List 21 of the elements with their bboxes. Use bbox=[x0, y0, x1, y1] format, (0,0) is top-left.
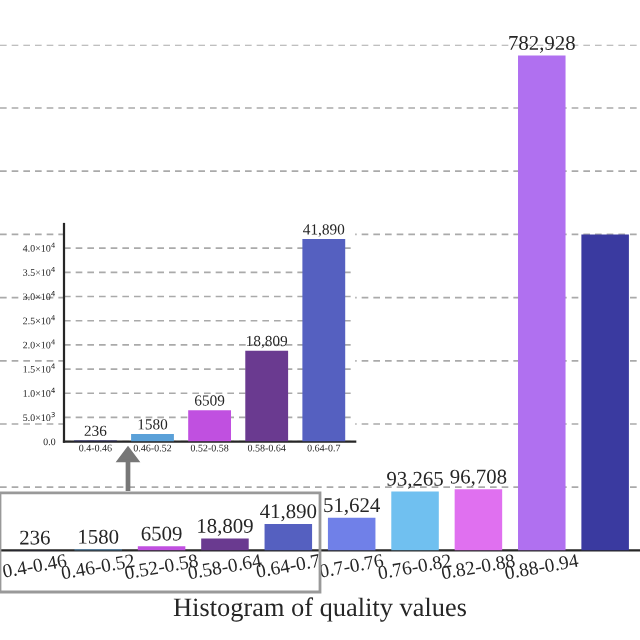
data-label: 6509 bbox=[141, 526, 182, 541]
data-label: 1580 bbox=[79, 529, 119, 544]
bar bbox=[454, 489, 503, 551]
bar bbox=[201, 538, 249, 551]
bar bbox=[245, 350, 289, 442]
data-label: 18,809 bbox=[198, 518, 253, 536]
bar bbox=[264, 523, 313, 551]
bar bbox=[302, 239, 346, 442]
data-label: 93,265 bbox=[387, 471, 443, 489]
bar bbox=[391, 491, 439, 551]
bar bbox=[581, 234, 629, 551]
data-label: 236 bbox=[20, 530, 50, 545]
data-label: 96,708 bbox=[450, 469, 507, 487]
bar bbox=[188, 410, 232, 442]
bar bbox=[131, 433, 174, 442]
data-label: 41,890 bbox=[260, 504, 317, 522]
x-axis-title: Histogram of quality values bbox=[173, 597, 466, 622]
data-label: 51,624 bbox=[324, 498, 380, 516]
data-label: 782,928 bbox=[509, 35, 575, 53]
bar bbox=[518, 55, 566, 551]
bar bbox=[327, 517, 376, 551]
